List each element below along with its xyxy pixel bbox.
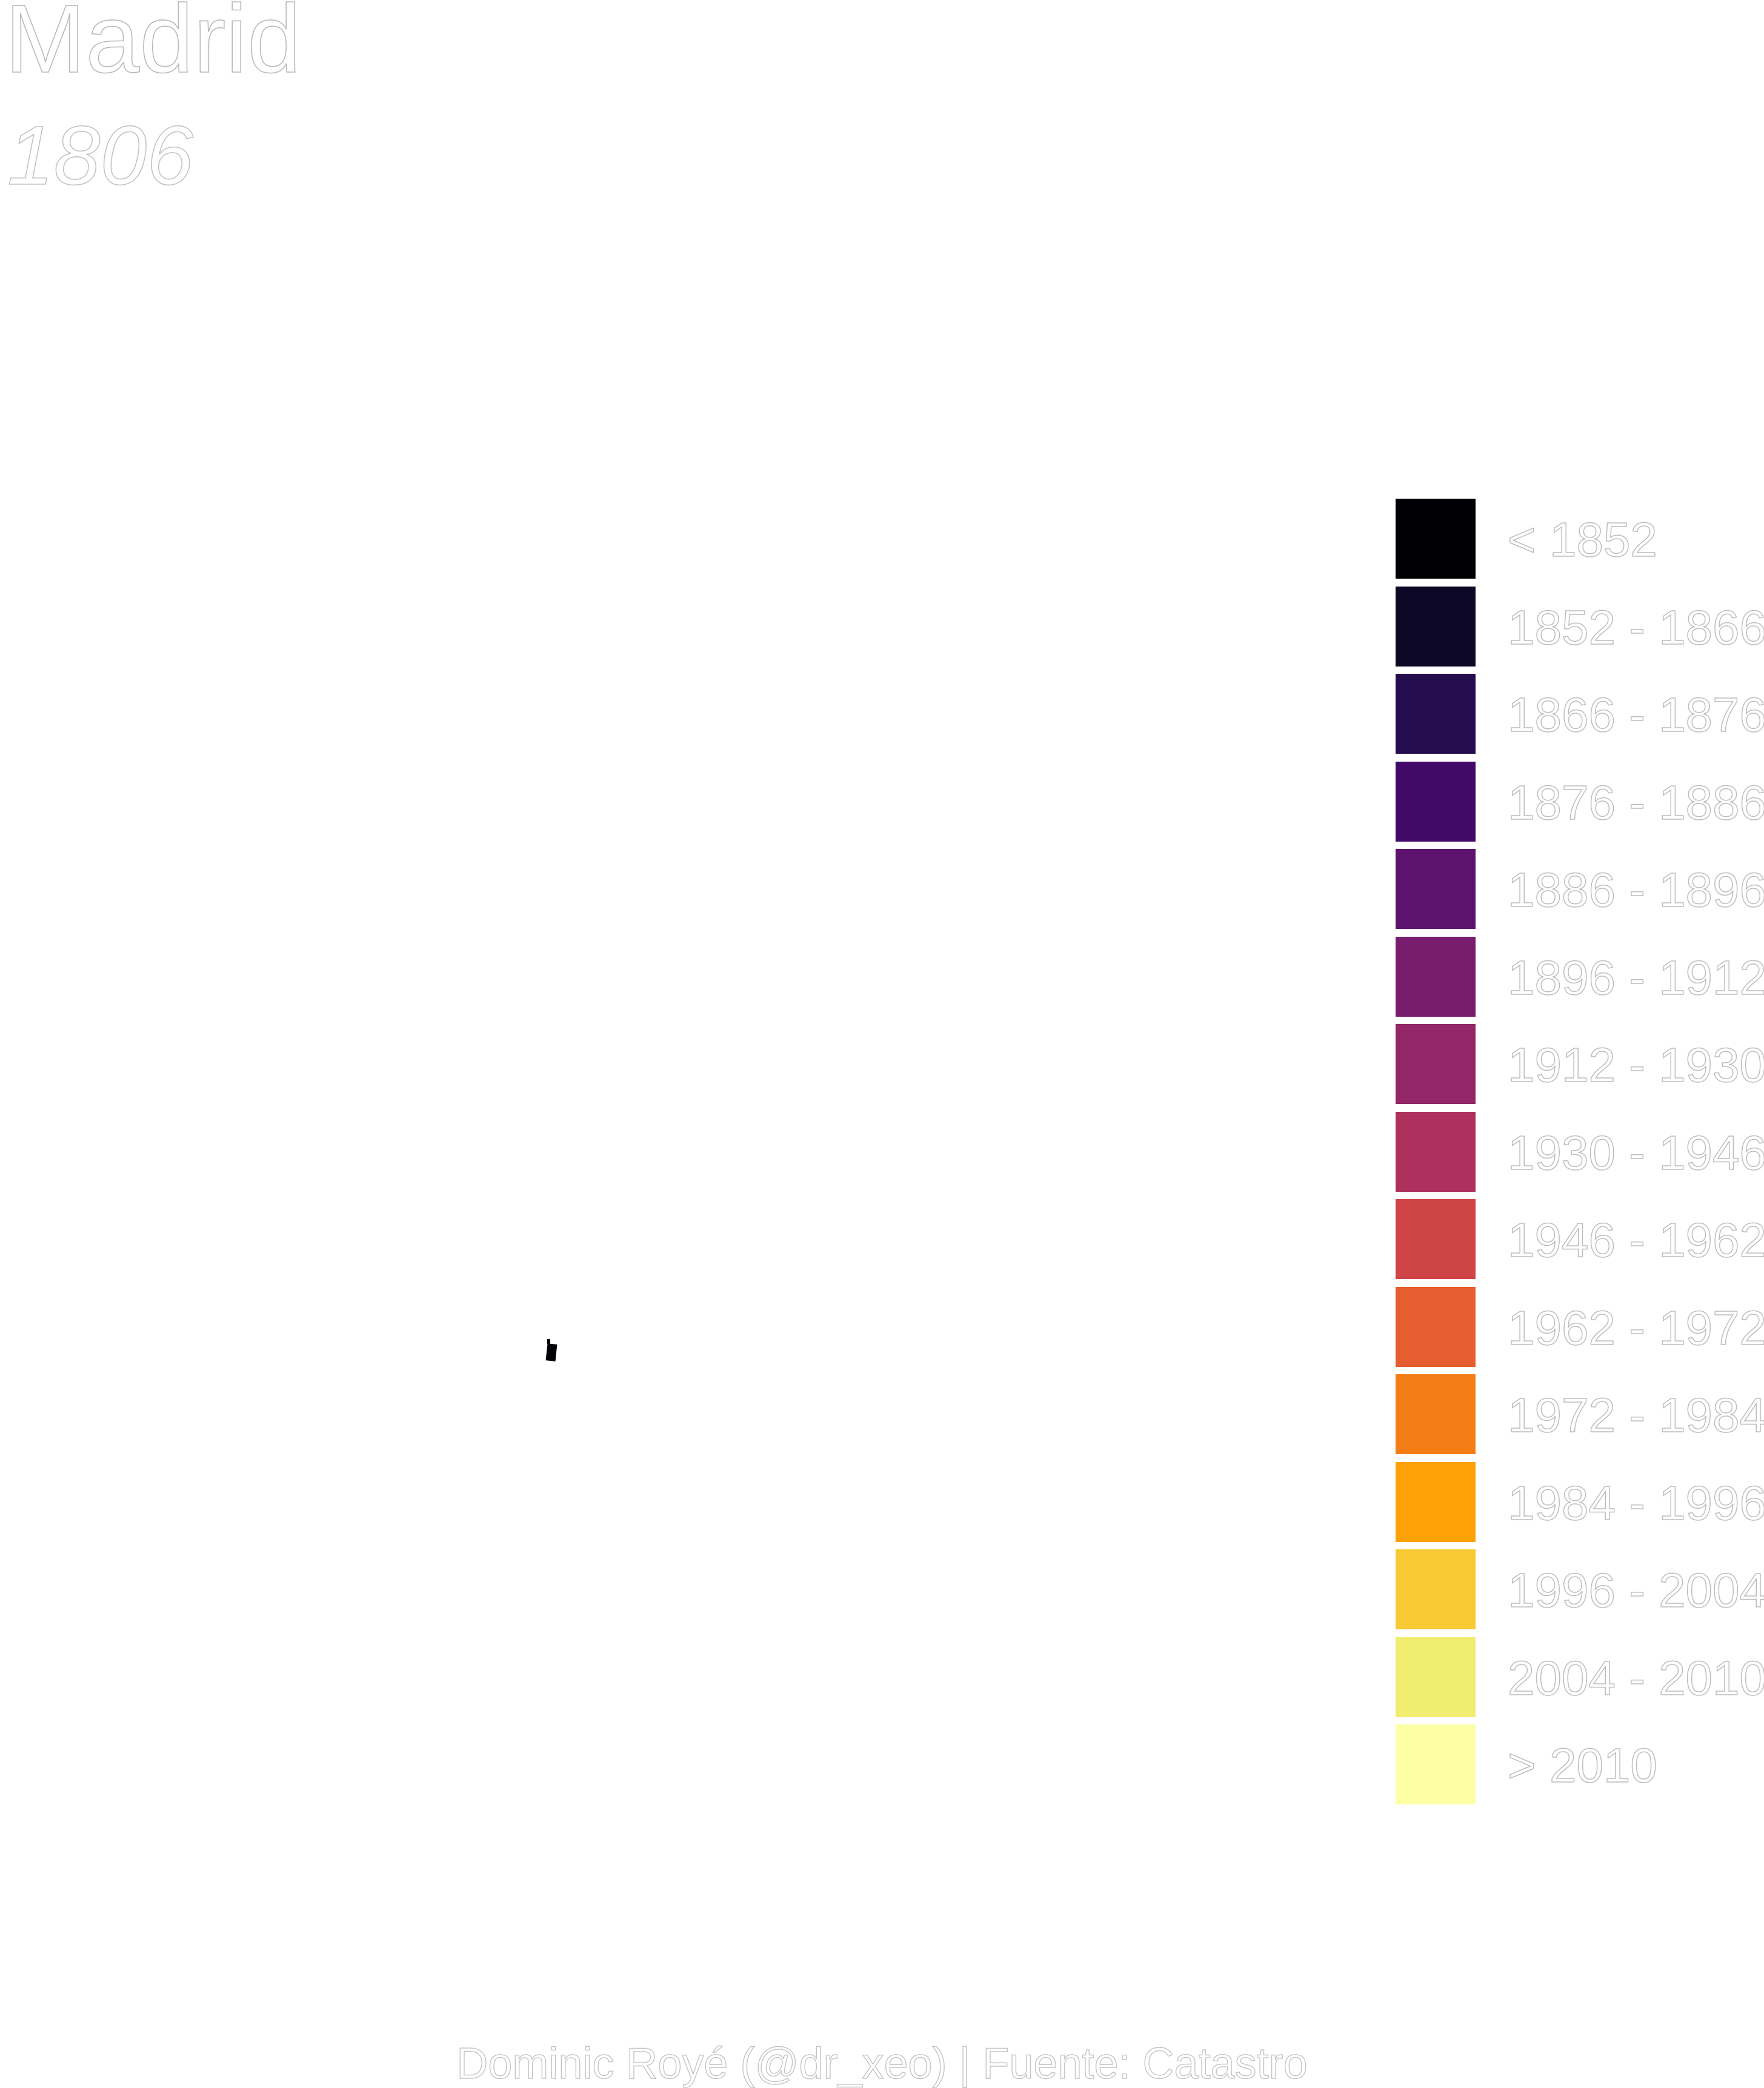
legend-swatch bbox=[1396, 1724, 1476, 1804]
map-canvas bbox=[0, 182, 1363, 1975]
legend-swatch bbox=[1396, 1024, 1476, 1104]
building-fragment bbox=[547, 1339, 550, 1344]
legend-swatch bbox=[1396, 936, 1476, 1017]
source-caption: Dominic Royé (@dr_xeo) | Fuente: Catastr… bbox=[456, 2040, 1308, 2088]
legend-swatch bbox=[1396, 761, 1476, 842]
legend-label: 1876 - 1886 bbox=[1507, 775, 1764, 830]
legend-swatch bbox=[1396, 1111, 1476, 1192]
legend-swatch bbox=[1396, 1374, 1476, 1454]
legend-label: 1996 - 2004 bbox=[1507, 1563, 1764, 1617]
legend-label: 1896 - 1912 bbox=[1507, 950, 1764, 1005]
legend-swatch bbox=[1396, 1637, 1476, 1717]
legend-swatch bbox=[1396, 849, 1476, 929]
legend-swatch bbox=[1396, 499, 1476, 579]
building-footprint bbox=[545, 1343, 557, 1362]
legend-label: 2004 - 2010 bbox=[1507, 1651, 1764, 1705]
legend-label: 1852 - 1866 bbox=[1507, 600, 1764, 654]
legend-swatch bbox=[1396, 586, 1476, 667]
legend-swatch bbox=[1396, 1461, 1476, 1542]
legend-label: 1886 - 1896 bbox=[1507, 863, 1764, 917]
legend-label: 1946 - 1962 bbox=[1507, 1213, 1764, 1267]
legend-label: < 1852 bbox=[1507, 513, 1657, 567]
legend-label: 1866 - 1876 bbox=[1507, 688, 1764, 742]
legend-swatch bbox=[1396, 1286, 1476, 1367]
year-subtitle: 1806 bbox=[7, 109, 194, 202]
legend-swatch bbox=[1396, 1549, 1476, 1629]
legend-label: 1930 - 1946 bbox=[1507, 1125, 1764, 1180]
legend-label: 1962 - 1972 bbox=[1507, 1300, 1764, 1355]
legend-label: 1912 - 1930 bbox=[1507, 1038, 1764, 1092]
legend-swatch bbox=[1396, 674, 1476, 754]
legend-label: 1984 - 1996 bbox=[1507, 1475, 1764, 1530]
legend-label: > 2010 bbox=[1507, 1738, 1657, 1792]
legend-swatch bbox=[1396, 1199, 1476, 1279]
map-title: Madrid bbox=[4, 0, 302, 93]
legend-label: 1972 - 1984 bbox=[1507, 1388, 1764, 1442]
